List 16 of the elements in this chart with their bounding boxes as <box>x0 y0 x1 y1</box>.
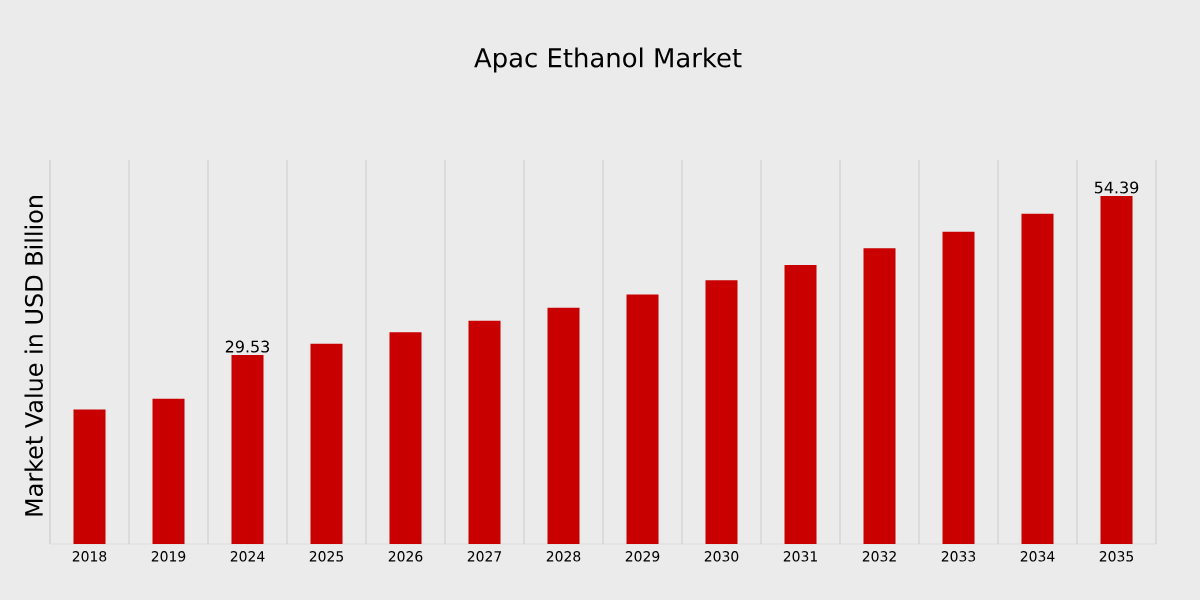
bar <box>705 280 738 544</box>
bar <box>152 398 185 544</box>
bar <box>389 332 422 544</box>
bar <box>231 355 264 544</box>
bar <box>942 231 975 544</box>
bar <box>468 320 501 544</box>
bar <box>547 307 580 544</box>
bar <box>626 294 659 544</box>
bar <box>784 264 817 544</box>
bar <box>863 248 896 544</box>
bar <box>73 409 106 544</box>
bar <box>310 343 343 544</box>
bar <box>1021 213 1054 544</box>
bar <box>1100 195 1133 544</box>
y-axis-title: Market Value in USD Billion <box>24 196 43 516</box>
chart-title: Apac Ethanol Market <box>474 47 742 73</box>
